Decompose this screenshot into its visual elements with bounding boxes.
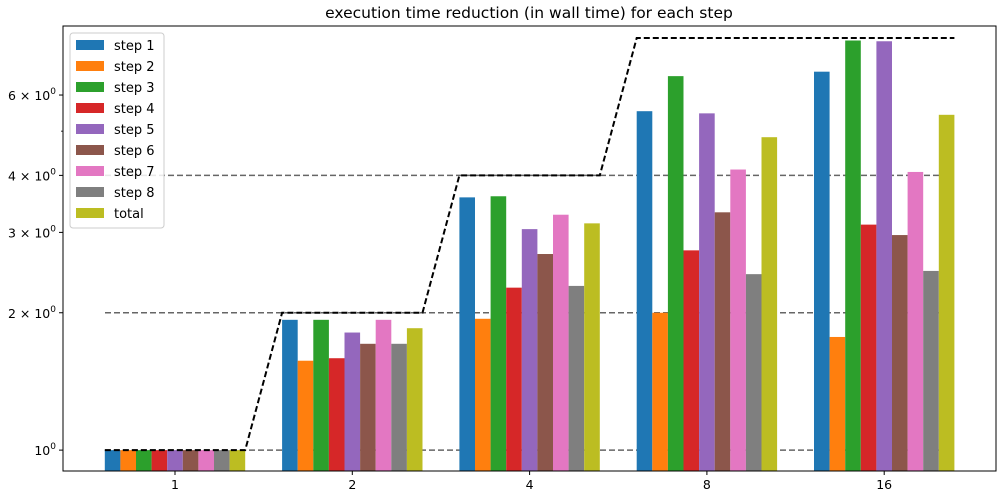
bar xyxy=(829,336,846,471)
y-tick-label: 6 × 100 xyxy=(8,87,56,103)
x-axis: 1 2 4 8 16 xyxy=(171,471,892,492)
legend-swatch xyxy=(76,61,104,71)
legend-swatch xyxy=(76,187,104,197)
x-tick-label: 1 xyxy=(171,477,179,492)
legend-swatch xyxy=(76,145,104,155)
bar xyxy=(683,250,700,471)
x-tick-label: 8 xyxy=(703,477,711,492)
ideal-line-path xyxy=(104,37,955,452)
bar xyxy=(699,113,715,472)
bar xyxy=(375,319,392,471)
bar xyxy=(814,71,830,472)
legend-box xyxy=(69,32,165,229)
bar xyxy=(506,287,522,471)
legend-swatch xyxy=(76,103,104,113)
y-tick-label: 4 × 100 xyxy=(8,167,56,183)
bar xyxy=(406,328,423,471)
bar xyxy=(313,319,329,471)
chart-title: execution time reduction (in wall time) … xyxy=(325,4,733,22)
x-tick-label: 16 xyxy=(876,477,892,492)
legend-swatch xyxy=(76,124,104,134)
y-axis: 100 2 × 100 3 × 100 4 × 100 6 × 100 xyxy=(8,87,63,458)
bar xyxy=(229,450,246,471)
bar xyxy=(537,254,553,471)
bar xyxy=(892,235,908,471)
bar xyxy=(104,450,121,471)
legend-swatch xyxy=(76,82,104,92)
bar xyxy=(636,111,653,472)
y-tick-label: 100 xyxy=(34,442,56,458)
bar xyxy=(120,450,136,471)
bar xyxy=(730,169,746,471)
bar xyxy=(198,450,214,471)
bar xyxy=(136,450,152,471)
bar xyxy=(297,360,314,471)
bar xyxy=(360,343,376,471)
bar xyxy=(282,319,298,471)
bar xyxy=(923,270,939,471)
bar xyxy=(761,137,778,471)
bar xyxy=(475,318,491,471)
bar xyxy=(652,312,668,471)
y-tick-label: 3 × 100 xyxy=(8,224,56,240)
legend-label: step 2 xyxy=(114,60,155,75)
legend-swatch xyxy=(76,40,104,50)
legend-label: step 1 xyxy=(114,39,155,54)
legend-label: step 4 xyxy=(114,102,155,117)
legend-label: total xyxy=(114,207,144,222)
legend: step 1 step 2 step 3 step 4 step 5 step 6 step… xyxy=(69,32,165,229)
bar xyxy=(876,41,892,472)
bar xyxy=(667,76,684,471)
y-tick-label: 2 × 100 xyxy=(8,305,56,321)
bar xyxy=(459,197,475,471)
bar xyxy=(553,214,569,471)
bar xyxy=(167,450,183,471)
legend-label: step 6 xyxy=(114,144,155,159)
legend-label: step 8 xyxy=(114,186,155,201)
bar xyxy=(845,40,861,471)
bar xyxy=(214,450,230,471)
bar xyxy=(328,358,345,471)
bar xyxy=(490,196,507,471)
bar xyxy=(344,332,361,471)
bar xyxy=(391,343,407,471)
legend-label: step 3 xyxy=(114,81,155,96)
legend-label: step 7 xyxy=(114,165,155,180)
bar xyxy=(745,274,762,471)
bar xyxy=(151,450,168,471)
legend-swatch xyxy=(76,166,104,176)
bar xyxy=(584,223,600,471)
x-tick-label: 2 xyxy=(348,477,356,492)
ideal-speedup-line xyxy=(104,37,955,452)
bar xyxy=(907,171,924,472)
bar xyxy=(521,229,538,471)
x-tick-label: 4 xyxy=(526,477,534,492)
bars xyxy=(104,40,955,472)
bar xyxy=(182,450,199,471)
legend-label: step 5 xyxy=(114,123,155,138)
legend-swatch xyxy=(76,208,104,218)
bar xyxy=(568,285,585,471)
bar xyxy=(938,114,955,471)
bar xyxy=(860,224,877,471)
bar xyxy=(714,212,731,471)
